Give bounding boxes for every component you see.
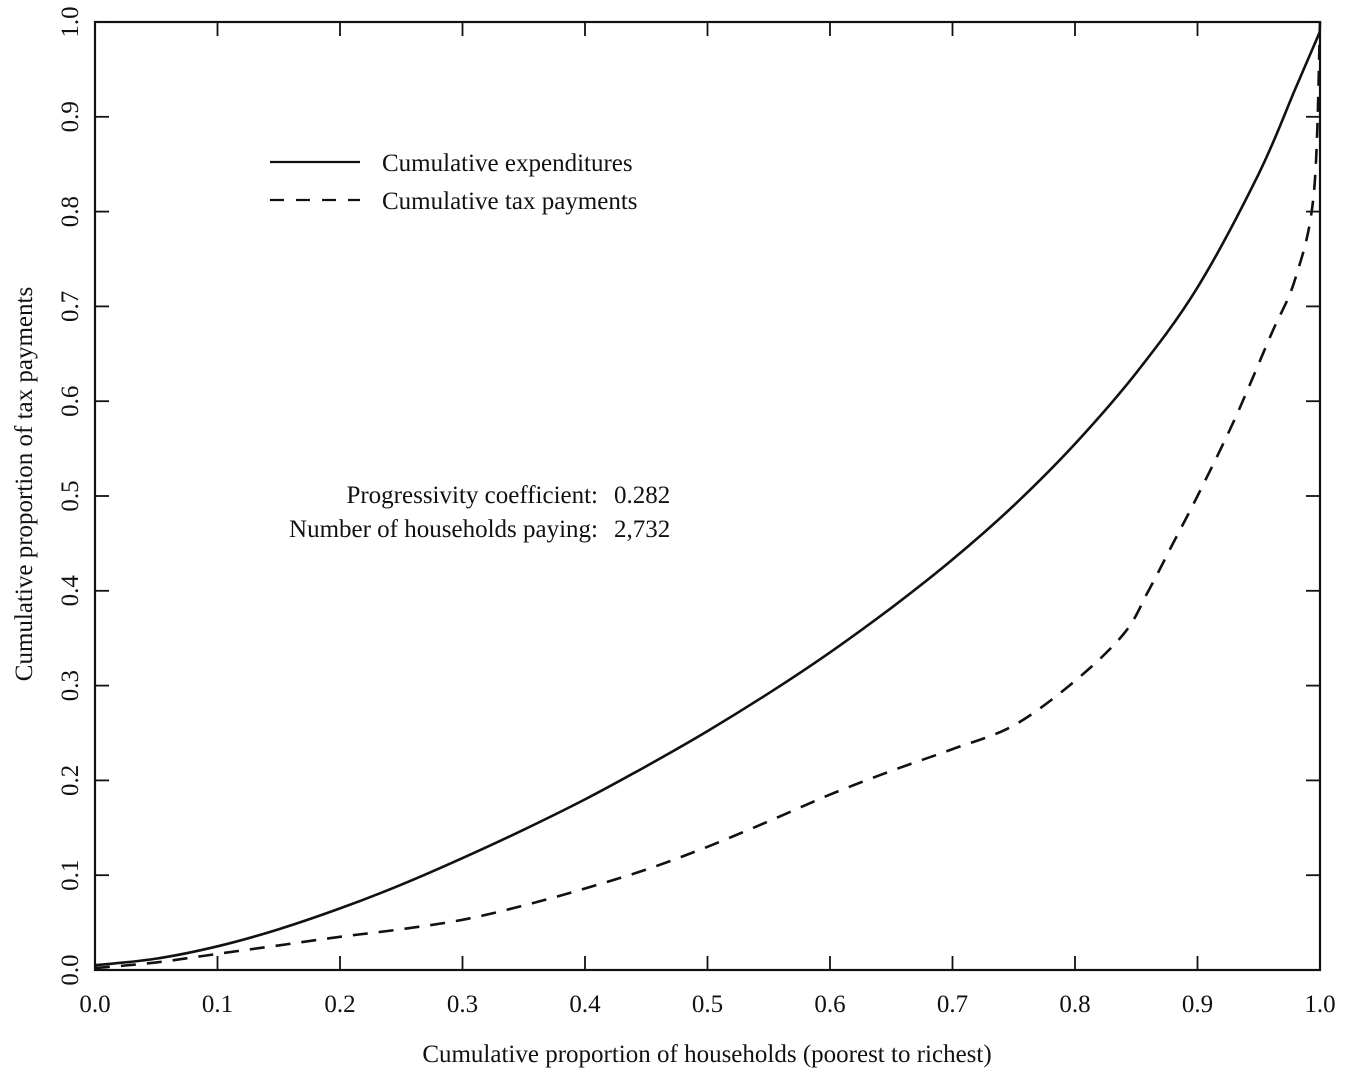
y-tick-label: 0.1 [57,860,84,891]
y-tick-label: 0.9 [57,101,84,132]
series-line-expenditures [94,30,1322,967]
x-tick-label: 0.7 [937,991,968,1018]
households-paying-label: Number of households paying: [289,516,598,543]
x-tick-label: 0.1 [202,991,233,1018]
y-tick-label: 0.8 [57,196,84,227]
x-tick-label: 0.2 [324,991,355,1018]
progressivity-label: Progressivity coefficient: [346,482,598,509]
series-line-tax-payments [94,21,1322,970]
x-axis-label: Cumulative proportion of households (poo… [422,1041,991,1068]
y-tick-label: 0.7 [57,291,84,322]
y-tick-label: 0.4 [57,575,84,607]
households-paying-value: 2,732 [614,516,670,543]
annotation-block: Progressivity coefficient: 0.282 Number … [289,482,670,543]
progressivity-value: 0.282 [614,482,670,509]
legend: Cumulative expenditures Cumulative tax p… [270,150,638,215]
y-axis-label: Cumulative proportion of tax payments [11,287,38,681]
x-tick-label: 1.0 [1304,991,1335,1018]
x-tick-label: 0.4 [569,991,601,1018]
x-tick-label: 0.9 [1182,991,1213,1018]
y-tick-label: 0.6 [57,386,84,417]
x-tick-label: 0.6 [814,991,845,1018]
axes-layer: 0.0 0.1 0.2 0.3 0.4 0.5 0.6 0.7 0.8 0.9 1.0 0.0 0.1 0… [57,6,1336,1018]
y-tick-label: 0.2 [57,765,84,796]
x-tick-label: 0.3 [447,991,478,1018]
series-layer [94,21,1322,970]
y-tick-label: 0.0 [57,954,84,985]
legend-label-expenditures: Cumulative expenditures [382,150,633,177]
legend-label-tax-payments: Cumulative tax payments [382,188,638,215]
x-tick-label: 0.8 [1059,991,1090,1018]
plot-frame [93,20,1322,972]
x-tick-label: 0.5 [692,991,723,1018]
y-tick-label: 0.5 [57,480,84,511]
y-tick-label: 0.3 [57,670,84,701]
y-tick-label: 1.0 [57,6,84,37]
x-tick-label: 0.0 [79,991,110,1018]
